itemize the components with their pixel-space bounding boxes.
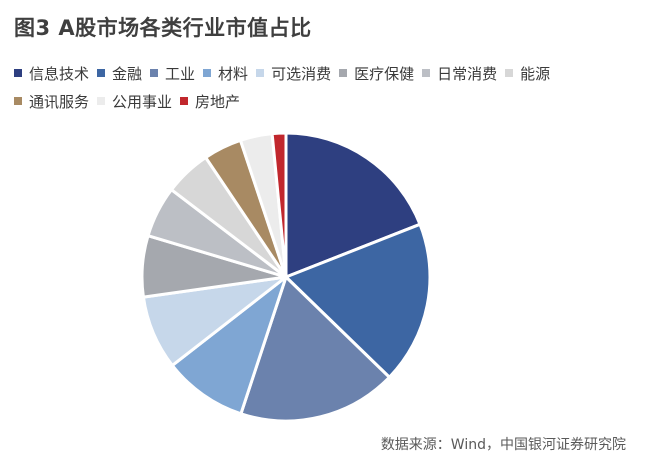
legend-swatch — [14, 69, 22, 77]
chart-title: 图3 A股市场各类行业市值占比 — [14, 16, 312, 40]
legend-swatch — [203, 69, 212, 77]
legend-item: 工业 — [150, 62, 195, 84]
legend-label: 通讯服务 — [29, 92, 90, 111]
legend-label: 信息技术 — [29, 64, 90, 83]
legend-label: 能源 — [520, 64, 551, 83]
legend-swatch — [97, 69, 106, 77]
pie-slice — [239, 275, 391, 423]
legend-label: 可选消费 — [271, 64, 332, 83]
legend-item: 材料 — [203, 62, 248, 84]
legend-item: 信息技术 — [14, 62, 89, 84]
legend-swatch — [180, 97, 189, 105]
legend-swatch — [97, 97, 106, 105]
legend-item: 可选消费 — [256, 62, 331, 84]
legend-item: 能源 — [505, 62, 550, 84]
legend-item: 日常消费 — [422, 62, 497, 84]
legend-label: 医疗保健 — [354, 64, 415, 83]
legend-item: 医疗保健 — [339, 62, 414, 84]
legend-swatch — [14, 97, 22, 105]
legend-swatch — [150, 69, 159, 77]
legend-label: 日常消费 — [437, 64, 498, 83]
legend-item: 公用事业 — [97, 90, 172, 112]
pie-slice — [284, 222, 432, 379]
legend-item: 通讯服务 — [14, 90, 89, 112]
pie-slice — [284, 131, 422, 279]
legend-label: 公用事业 — [112, 92, 173, 111]
pie-slice — [270, 131, 288, 279]
pie-slice — [170, 275, 288, 416]
legend-label: 工业 — [165, 64, 196, 83]
legend-item: 房地产 — [180, 90, 240, 112]
legend-swatch — [422, 69, 431, 77]
legend-label: 金融 — [112, 64, 143, 83]
source-note: 数据来源：Wind，中国银河证券研究院 — [380, 437, 626, 453]
legend-label: 房地产 — [195, 92, 241, 111]
legend: 信息技术 金融 工业 材料 可选消费 医疗保健 日常消费 能源通讯服务 公用事业 房地产 — [14, 62, 574, 112]
legend-swatch — [339, 69, 348, 77]
legend-swatch — [505, 69, 514, 77]
legend-item: 金融 — [97, 62, 142, 84]
legend-swatch — [256, 69, 265, 77]
legend-label: 材料 — [218, 64, 249, 83]
